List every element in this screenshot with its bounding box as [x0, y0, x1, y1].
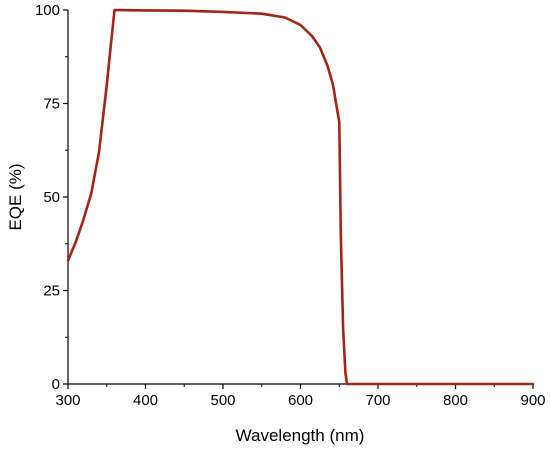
- x-tick-label: 600: [288, 392, 313, 409]
- x-tick-label: 500: [210, 392, 235, 409]
- y-tick-label: 100: [35, 2, 60, 19]
- y-tick-label: 25: [43, 283, 60, 300]
- plot-area: 300 400 500 600 700 800 900 0 25 50 75 100: [35, 2, 546, 409]
- x-tick-label: 800: [443, 392, 468, 409]
- x-axis-title: Wavelength (nm): [236, 426, 365, 445]
- y-tick-label: 50: [43, 189, 60, 206]
- y-axis-title: EQE (%): [6, 163, 25, 230]
- eqe-series-line: [66, 8, 535, 386]
- x-tick-label: 400: [133, 392, 158, 409]
- x-tick-label: 700: [365, 392, 390, 409]
- x-tick-label: 900: [520, 392, 545, 409]
- y-tick-label: 0: [52, 376, 60, 393]
- y-tick-label: 75: [43, 96, 60, 113]
- x-tick-label: 300: [55, 392, 80, 409]
